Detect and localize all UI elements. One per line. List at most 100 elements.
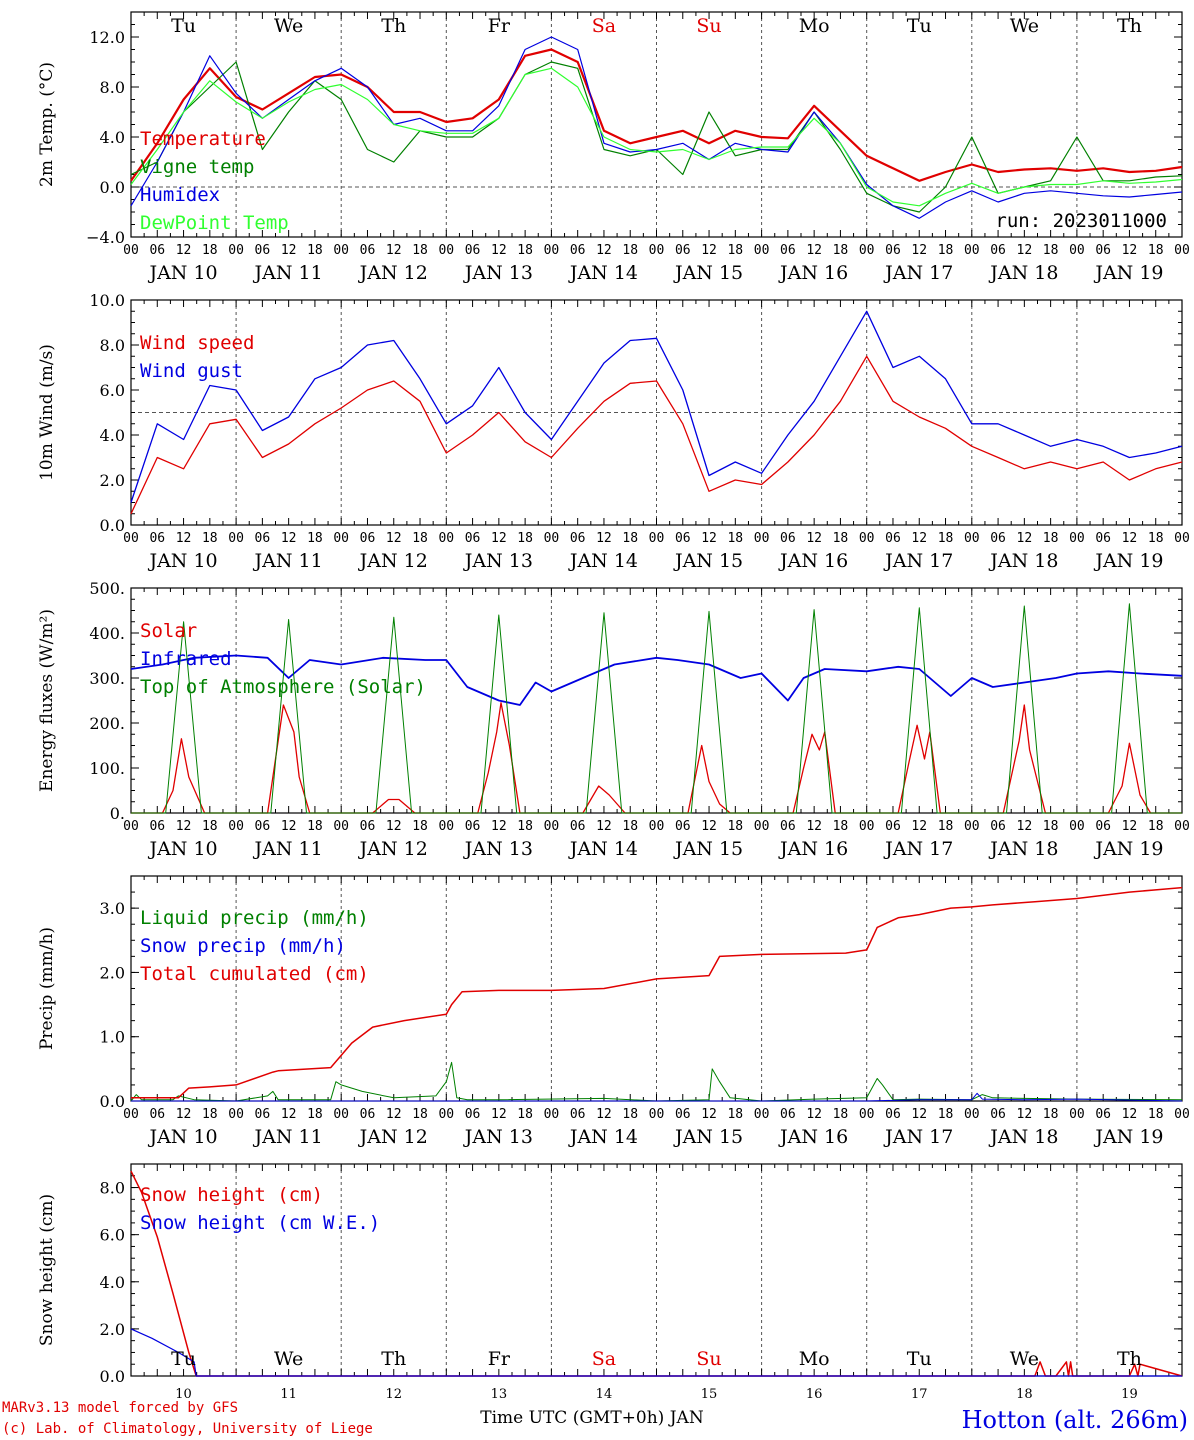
station-label: Hotton (alt. 266m): [962, 1406, 1188, 1434]
hour-label: 00: [1069, 1107, 1085, 1122]
series-line-4-1: [130, 1061, 1183, 1102]
hour-label: 00: [228, 243, 244, 258]
hour-label: 18: [307, 819, 323, 834]
hour-label: 18: [517, 819, 533, 834]
hour-label: 00: [438, 531, 454, 546]
hour-label: 12: [701, 819, 717, 834]
y-tick-label: 2.0: [100, 1320, 125, 1339]
y-axis-label: 10m Wind (m/s): [37, 344, 57, 481]
hour-label: 00: [123, 1107, 139, 1122]
hour-label: 06: [465, 243, 481, 258]
date-label: JAN 19: [1093, 1126, 1163, 1148]
day-number: 16: [806, 1387, 823, 1402]
hour-label: 18: [1043, 1107, 1059, 1122]
hour-label: 12: [491, 531, 507, 546]
hour-label: 18: [938, 819, 954, 834]
legend-entry: Vigne temp: [140, 156, 254, 178]
legend-entry: Snow height (cm): [140, 1184, 323, 1206]
y-tick-label: 6.0: [100, 381, 125, 400]
hour-label: 12: [701, 243, 717, 258]
series-line-2-2: [130, 310, 1183, 503]
weekday-label-top: Sa: [592, 15, 616, 37]
hour-label: 00: [964, 1107, 980, 1122]
hour-label: 18: [833, 819, 849, 834]
hour-label: 18: [622, 819, 638, 834]
date-label: JAN 14: [568, 1126, 638, 1148]
hour-label: 06: [149, 819, 165, 834]
hour-label: 06: [780, 819, 796, 834]
hour-label: 18: [202, 531, 218, 546]
day-number: 17: [911, 1387, 928, 1402]
date-label: JAN 19: [1093, 550, 1163, 572]
series-line-2-1: [130, 355, 1183, 515]
series-line-4-2: [131, 1092, 1183, 1102]
y-axis-label: 2m Temp. (°C): [37, 62, 57, 187]
legend-entry: Temperature: [140, 128, 266, 150]
hour-label: 06: [255, 531, 271, 546]
legend-entry: Infrared: [140, 648, 232, 670]
legend-entry: Solar: [140, 620, 197, 642]
hour-label: 00: [544, 1107, 560, 1122]
hour-label: 18: [622, 243, 638, 258]
hour-label: 12: [701, 1107, 717, 1122]
hour-label: 00: [123, 819, 139, 834]
hour-label: 00: [1069, 531, 1085, 546]
hour-label: 12: [1122, 819, 1138, 834]
hour-label: 06: [990, 531, 1006, 546]
weekday-label-top: Su: [696, 15, 721, 37]
weekday-label-bottom: We: [1010, 1348, 1039, 1370]
date-label: JAN 15: [673, 550, 743, 572]
hour-label: 18: [833, 243, 849, 258]
y-tick-label: 300.: [89, 669, 125, 688]
hour-label: 06: [780, 531, 796, 546]
hour-label: 00: [964, 819, 980, 834]
footer-line-1: MARv3.13 model forced by GFS: [2, 1400, 238, 1416]
footer-line-2: (c) Lab. of Climatology, University of L…: [2, 1421, 373, 1437]
hour-label: 06: [465, 531, 481, 546]
hour-label: 06: [885, 819, 901, 834]
hour-label: 18: [412, 1107, 428, 1122]
hour-label: 18: [517, 531, 533, 546]
date-label: JAN 16: [778, 262, 848, 284]
hour-label: 12: [386, 243, 402, 258]
y-tick-label: 8.0: [100, 1179, 125, 1198]
date-label: JAN 10: [147, 262, 217, 284]
series-line-4-3: [131, 886, 1183, 1099]
day-number: 13: [491, 1387, 508, 1402]
y-tick-label: 3.0: [100, 899, 125, 918]
weekday-label-bottom: Th: [1117, 1348, 1142, 1370]
hour-label: 06: [885, 531, 901, 546]
series-line-1-4: [130, 67, 1183, 207]
hour-label: 18: [938, 243, 954, 258]
hour-label: 18: [727, 531, 743, 546]
hour-label: 00: [333, 819, 349, 834]
hour-label: 18: [517, 243, 533, 258]
y-tick-label: 8.0: [100, 336, 125, 355]
hour-label: 12: [176, 819, 192, 834]
hour-label: 00: [333, 243, 349, 258]
y-tick-label: 2.0: [100, 963, 125, 982]
hour-label: 06: [360, 1107, 376, 1122]
hour-label: 18: [727, 819, 743, 834]
hour-label: 12: [806, 1107, 822, 1122]
weekday-label-top: We: [274, 15, 303, 37]
x-axis-title: Time UTC (GMT+0h) JAN: [480, 1408, 704, 1428]
hour-label: 06: [1095, 243, 1111, 258]
day-number: 11: [280, 1387, 297, 1402]
hour-label: 00: [228, 1107, 244, 1122]
hour-label: 00: [859, 819, 875, 834]
y-tick-label: 4.0: [100, 1273, 125, 1292]
hour-label: 00: [1069, 819, 1085, 834]
hour-label: 18: [517, 1107, 533, 1122]
hour-label: 18: [833, 1107, 849, 1122]
day-number: 10: [175, 1387, 192, 1402]
hour-label: 00: [754, 1107, 770, 1122]
hour-label: 00: [544, 243, 560, 258]
hour-label: 12: [176, 531, 192, 546]
y-tick-label: 0.0: [100, 1367, 125, 1386]
series-line-3-2: [130, 654, 1183, 706]
weekday-label-top: Th: [1117, 15, 1142, 37]
hour-label: 00: [438, 819, 454, 834]
hour-label: 00: [228, 531, 244, 546]
hour-label: 12: [176, 243, 192, 258]
